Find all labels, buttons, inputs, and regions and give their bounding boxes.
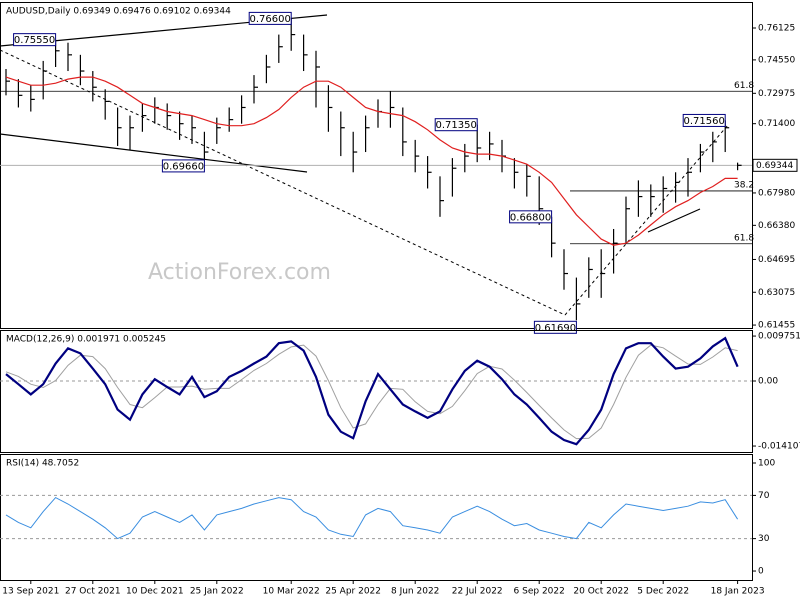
watermark: ActionForex.com	[148, 260, 331, 285]
x-tick-label: 27 Oct 2021	[65, 587, 121, 597]
y-tick-label: 100	[758, 458, 775, 468]
x-tick-label: 5 Dec 2022	[637, 587, 689, 597]
price-annotation: 0.69660	[163, 161, 204, 172]
trend-line	[0, 133, 308, 173]
panel-title: MACD(12,26,9) 0.001971 0.005245	[6, 335, 166, 345]
price-annotation-box	[248, 11, 292, 25]
trend-line	[647, 208, 701, 233]
x-tick-label: 18 Jan 2023	[711, 587, 765, 597]
y-tick-label: 0.63075	[758, 288, 795, 298]
y-tick-label: 0.00	[758, 377, 778, 387]
y-tick-label: 0.67980	[758, 188, 795, 198]
panel-frame	[0, 454, 753, 581]
price-annotation-box	[682, 113, 726, 127]
price-annotation: 0.76600	[250, 14, 291, 25]
x-tick-label: 25 Apr 2022	[325, 587, 381, 597]
x-tick-label: 6 Sep 2022	[514, 587, 565, 597]
last-price-box	[752, 158, 798, 172]
y-tick-label: 0.76125	[758, 24, 795, 34]
y-tick-label: 30	[758, 534, 770, 544]
panel-title: AUDUSD,Daily 0.69349 0.69476 0.69102 0.6…	[6, 7, 231, 17]
trend-line	[564, 124, 729, 316]
panel-title: RSI(14) 48.7052	[6, 459, 79, 469]
trend-line	[0, 49, 566, 316]
y-tick-label: 70	[758, 491, 770, 501]
price-annotation-box	[161, 159, 205, 173]
x-tick-label: 13 Sep 2021	[2, 587, 59, 597]
x-tick-label: 25 Jan 2022	[190, 587, 244, 597]
line	[5, 336, 739, 446]
y-tick-label: 0.72975	[758, 89, 795, 99]
price-annotation: 0.71560	[684, 116, 725, 127]
last-price-label: 0.69344	[756, 161, 793, 171]
y-tick-label: 0.64695	[758, 255, 795, 265]
price-annotation: 0.75550	[14, 35, 55, 46]
price-annotation: 0.71350	[436, 120, 477, 131]
price-annotation-box	[13, 33, 57, 47]
line	[5, 496, 739, 540]
fib-label: 61.8	[734, 233, 754, 243]
price-annotation: 0.61690	[535, 323, 576, 334]
y-tick-label: 0.71400	[758, 119, 795, 129]
price-annotation-box	[509, 210, 553, 224]
y-tick-label: 0.74550	[758, 55, 795, 65]
y-tick-label: 0.61455	[758, 321, 795, 331]
fib-label: 38.2	[734, 180, 754, 190]
x-tick-label: 10 Dec 2021	[126, 587, 184, 597]
y-tick-label: 0	[758, 567, 764, 577]
line	[5, 344, 738, 440]
fib-label: 61.8	[734, 81, 754, 91]
x-tick-label: 22 Jul 2022	[452, 587, 503, 597]
price-annotation: 0.66800	[510, 212, 551, 223]
y-tick-label: 0.009751	[758, 332, 800, 342]
price-annotation-box	[434, 118, 478, 132]
y-tick-label: -0.014107	[758, 442, 800, 452]
line	[5, 76, 738, 246]
x-tick-label: 8 Jun 2022	[391, 587, 439, 597]
x-tick-label: 10 Mar 2022	[263, 587, 320, 597]
y-tick-label: 0.66380	[758, 221, 795, 231]
x-tick-label: 20 Oct 2022	[573, 587, 629, 597]
panel-frame	[0, 330, 753, 453]
